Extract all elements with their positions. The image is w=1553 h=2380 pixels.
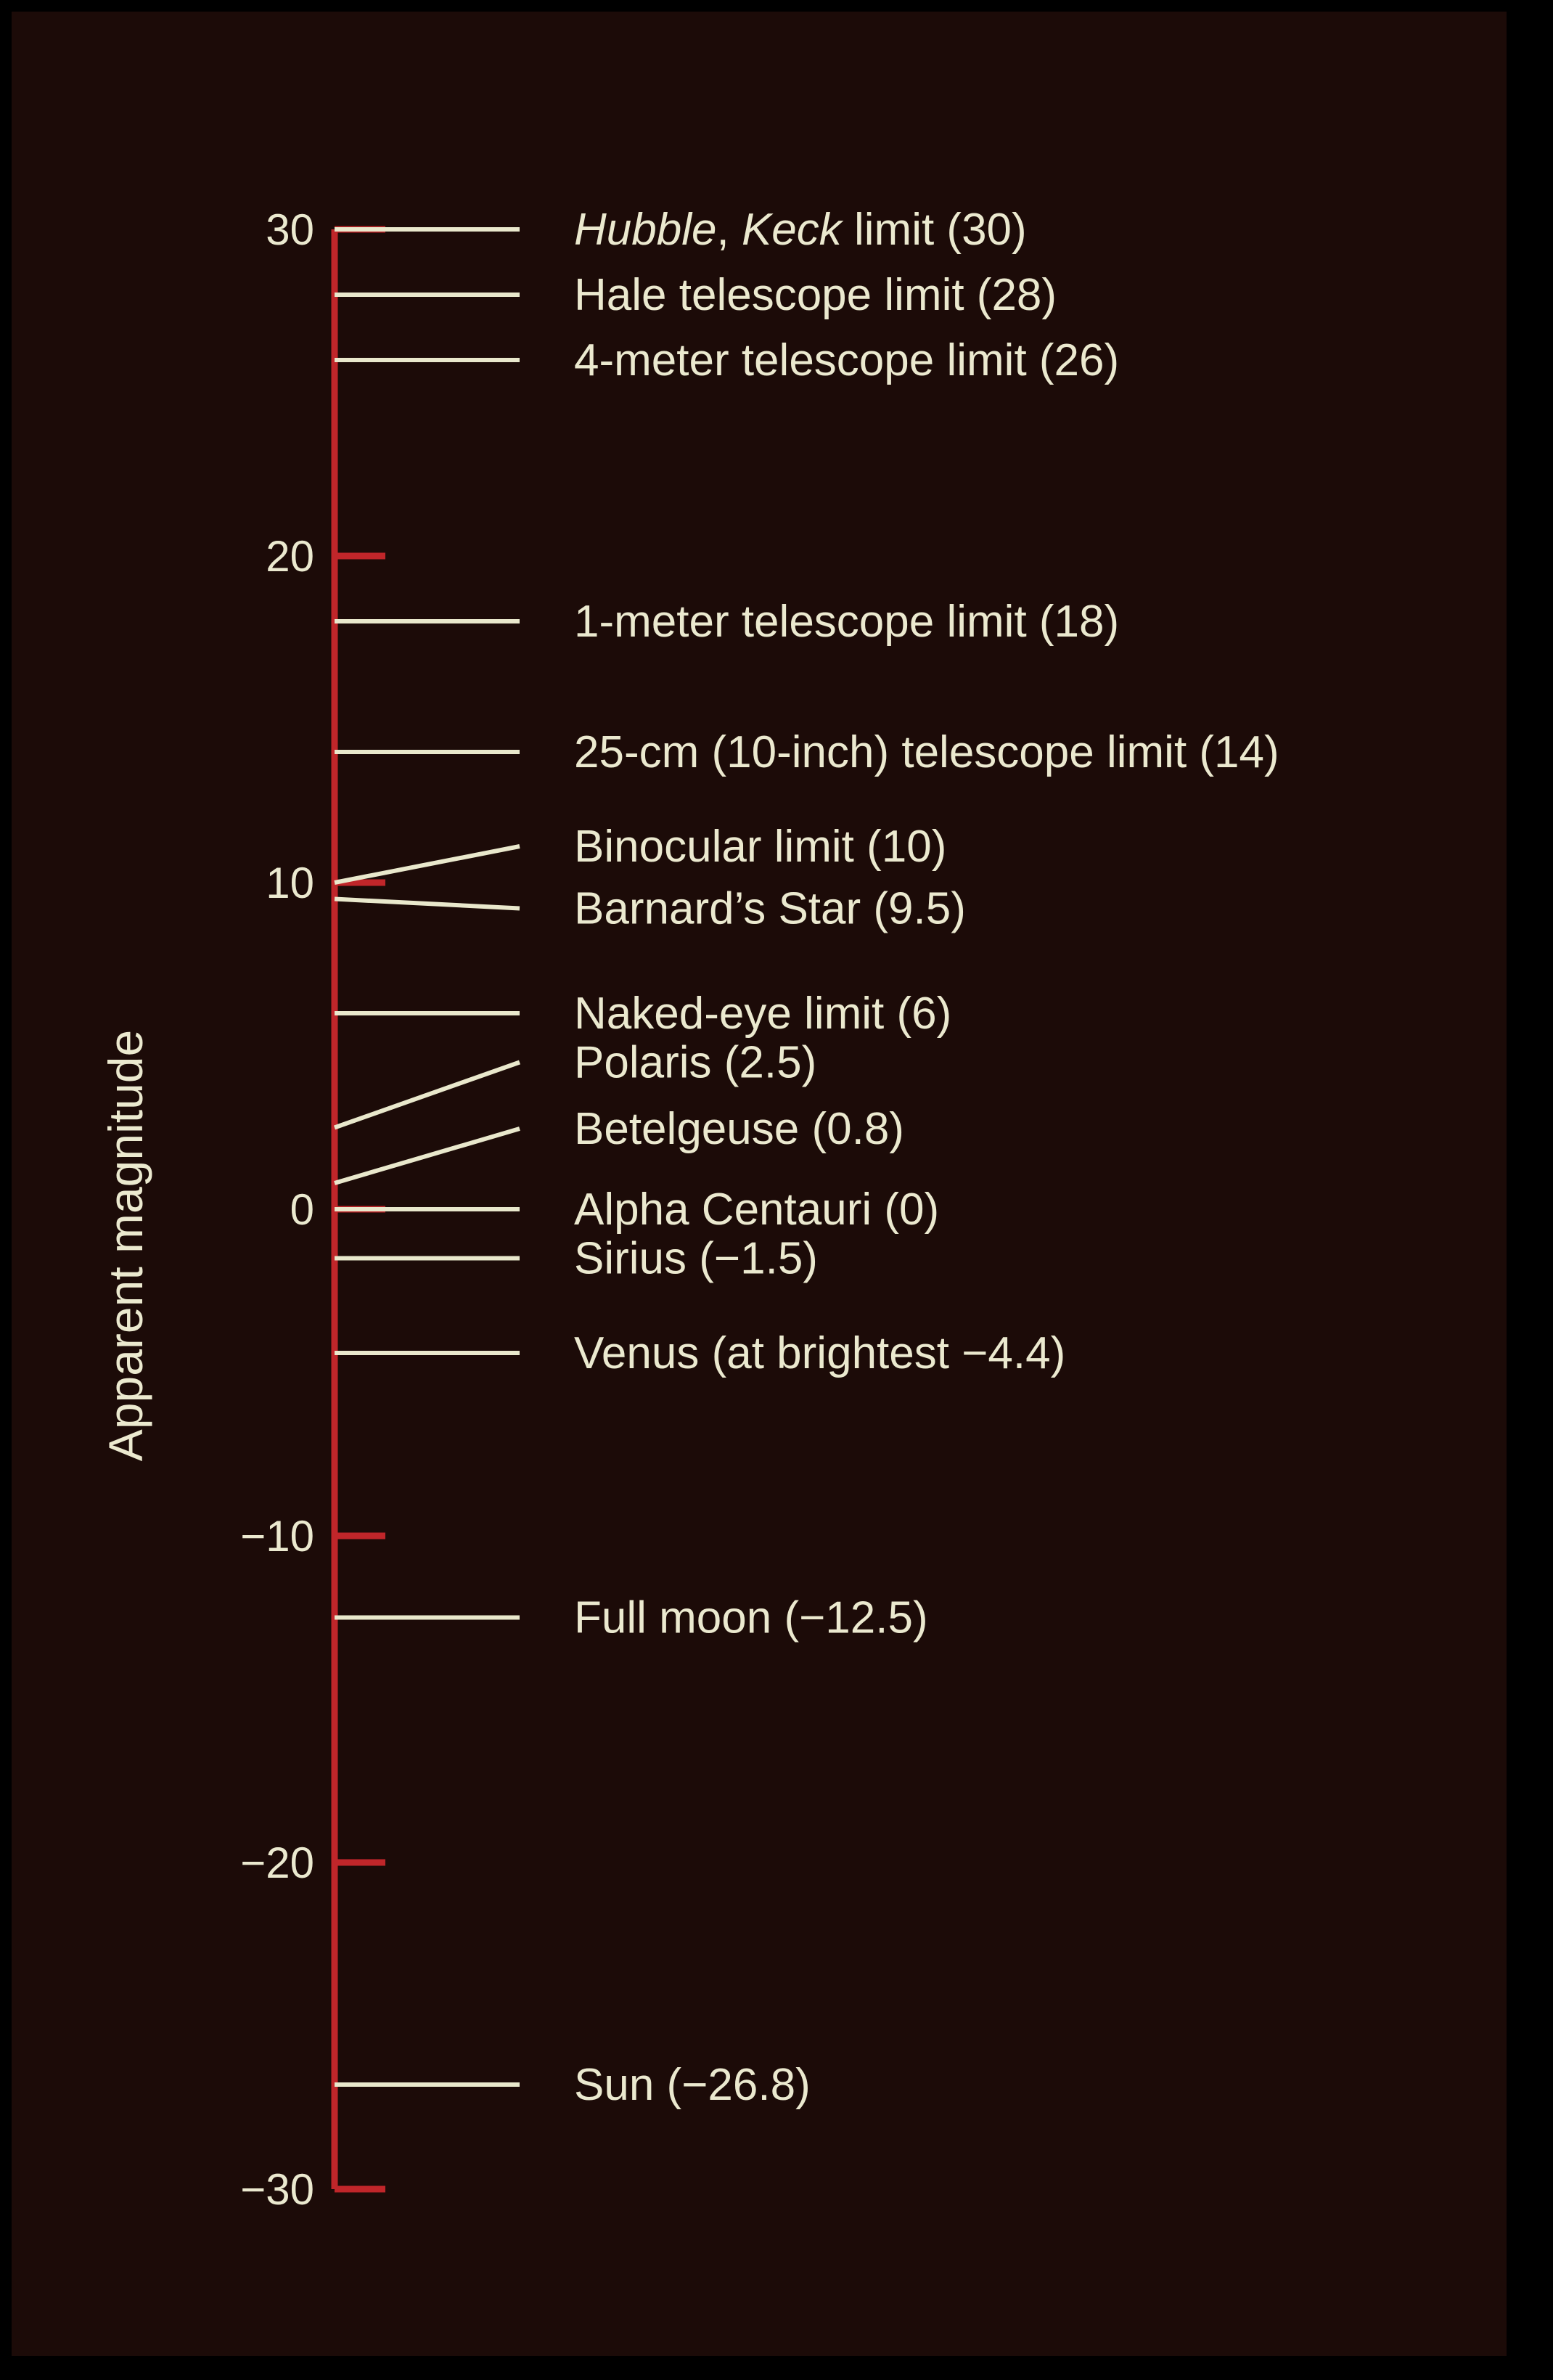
axis-tick-label: 10 [266, 859, 314, 907]
entry-label: Sun (−26.8) [574, 2060, 811, 2110]
entry-marker [334, 896, 520, 911]
entry-marker [334, 1060, 520, 1130]
axis-tick-label: 30 [266, 205, 314, 254]
entry-label: Betelgeuse (0.8) [574, 1104, 904, 1154]
entry-label: 1-meter telescope limit (18) [574, 597, 1119, 647]
magnitude-scale-chart: 30 20 10 0 −10 −20 −30 Hubble, Keck limit (30)… [99, 205, 1279, 2214]
axis-tick-label: −30 [240, 2165, 314, 2214]
axis-tick-label: −10 [240, 1512, 314, 1561]
entry-label: Hale telescope limit (28) [574, 270, 1057, 320]
axis-tick-label: −20 [240, 1839, 314, 1887]
entry-label: Sirius (−1.5) [574, 1234, 818, 1284]
entry-label: Full moon (−12.5) [574, 1593, 928, 1643]
entry-label: Binocular limit (10) [574, 822, 946, 872]
entry-label: Polaris (2.5) [574, 1038, 816, 1088]
axis-tick-label: 0 [290, 1185, 314, 1234]
axis-tick-label: 20 [266, 532, 314, 581]
entry-label: Barnard’s Star (9.5) [574, 884, 966, 934]
entry-label: Naked-eye limit (6) [574, 989, 951, 1039]
entry-markers [334, 227, 520, 2087]
entry-label: Venus (at brightest −4.4) [574, 1328, 1065, 1378]
entry-marker [334, 1126, 520, 1185]
entry-label: 25-cm (10-inch) telescope limit (14) [574, 727, 1279, 777]
chart-panel: 30 20 10 0 −10 −20 −30 Hubble, Keck limit (30)… [12, 12, 1507, 2356]
entry-label: Hubble, Keck limit (30) [574, 205, 1027, 255]
entry-marker [334, 844, 520, 885]
entry-label: 4-meter telescope limit (26) [574, 335, 1119, 385]
y-axis-title: Apparent magnitude [99, 1030, 152, 1461]
axis-tick-labels: 30 20 10 0 −10 −20 −30 [240, 205, 314, 2214]
entry-label: Alpha Centauri (0) [574, 1185, 939, 1235]
entry-labels: Hubble, Keck limit (30) Hale telescope li… [574, 205, 1279, 2110]
